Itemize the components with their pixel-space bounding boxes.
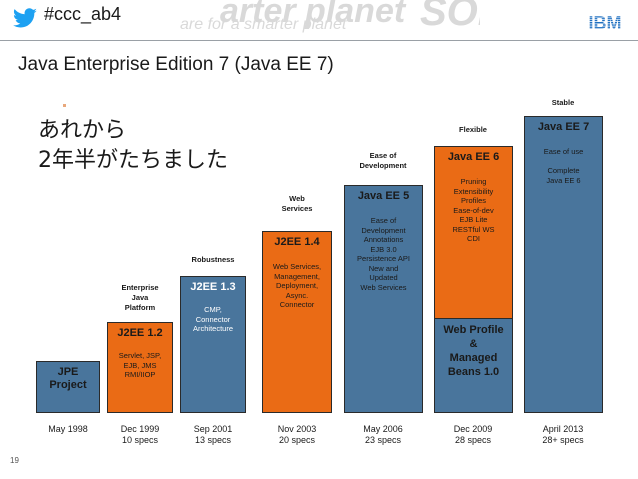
- release-date: Dec 2009 28 specs: [453, 424, 493, 445]
- release-features: Servlet, JSP, EJB, JMS RMI/IIOP: [118, 351, 162, 379]
- release-title: Java EE 6: [447, 151, 500, 163]
- release-date: May 2006 23 specs: [363, 424, 403, 445]
- release-bar-java-ee-5: Java EE 5 Ease of Development Annotation…: [344, 185, 423, 413]
- release-bar-java-ee-6: Java EE 6 Pruning Extensibility Profiles…: [434, 146, 513, 413]
- release-date: Dec 1999 10 specs: [120, 424, 160, 445]
- release-date: May 1998: [48, 424, 88, 434]
- ibm-logo: IBM: [589, 13, 622, 31]
- release-title: J2EE 1.2: [117, 327, 163, 339]
- theme-label: Robustness: [191, 255, 235, 264]
- japanese-caption-line1: あれから: [38, 118, 127, 143]
- release-bar-jpe: JPE Project: [36, 361, 100, 413]
- release-features: Ease of use Complete Java EE 6: [543, 147, 584, 185]
- page-number: 19: [10, 456, 19, 465]
- japanese-caption: あれから 2年半がたちました: [38, 116, 228, 176]
- release-bar-java-ee-7: Java EE 7 Ease of use Complete Java EE 6: [524, 116, 603, 413]
- release-date: April 2013 28+ specs: [542, 424, 584, 445]
- theme-label: Ease of Development: [359, 151, 407, 170]
- release-bar-j2ee-1-4: J2EE 1.4 Web Services, Management, Deplo…: [262, 231, 332, 413]
- web-profile-box: Web Profile & Managed Beans 1.0: [434, 318, 513, 413]
- slide-title: Java Enterprise Edition 7 (Java EE 7): [18, 54, 334, 75]
- hashtag-label: #ccc_ab4: [44, 4, 122, 24]
- ibm-logo-text: IBM: [589, 13, 622, 31]
- release-features: Ease of Development Annotations EJB 3.0 …: [357, 216, 410, 292]
- japanese-caption-line2: 2年半がたちました: [38, 148, 228, 173]
- decorative-dot: [63, 104, 66, 107]
- release-title: JPE Project: [49, 366, 87, 391]
- theme-label: Flexible: [459, 125, 487, 134]
- release-title: Java EE 5: [357, 190, 410, 202]
- release-title: Java EE 7: [537, 121, 590, 133]
- release-date: Nov 2003 20 specs: [277, 424, 317, 445]
- release-title: J2EE 1.4: [274, 236, 320, 248]
- watermark-right-text: SOF: [420, 0, 480, 34]
- release-features: Web Services, Management, Deployment, As…: [272, 262, 322, 309]
- release-bar-j2ee-1-3: J2EE 1.3 CMP, Connector Architecture: [180, 276, 246, 413]
- release-features: CMP, Connector Architecture: [192, 305, 234, 333]
- theme-label: Stable: [551, 98, 575, 107]
- theme-label: Enterprise Java Platform: [121, 283, 159, 312]
- release-date: Sep 2001 13 specs: [193, 424, 233, 445]
- watermark-main-text: arter planet: [220, 0, 406, 30]
- watermark: arter planet are for a smarter planet SO…: [150, 0, 480, 38]
- header-divider: [0, 40, 638, 41]
- watermark-sub-text: are for a smarter planet: [180, 16, 347, 33]
- theme-label: Web Services: [281, 194, 313, 213]
- twitter-bird-icon: [12, 8, 37, 28]
- release-features: Pruning Extensibility Profiles Ease-of-d…: [452, 177, 495, 243]
- web-profile-text: Web Profile & Managed Beans 1.0: [443, 324, 504, 378]
- release-bar-j2ee-1-2: J2EE 1.2 Servlet, JSP, EJB, JMS RMI/IIOP: [107, 322, 173, 413]
- release-title: J2EE 1.3: [190, 281, 236, 293]
